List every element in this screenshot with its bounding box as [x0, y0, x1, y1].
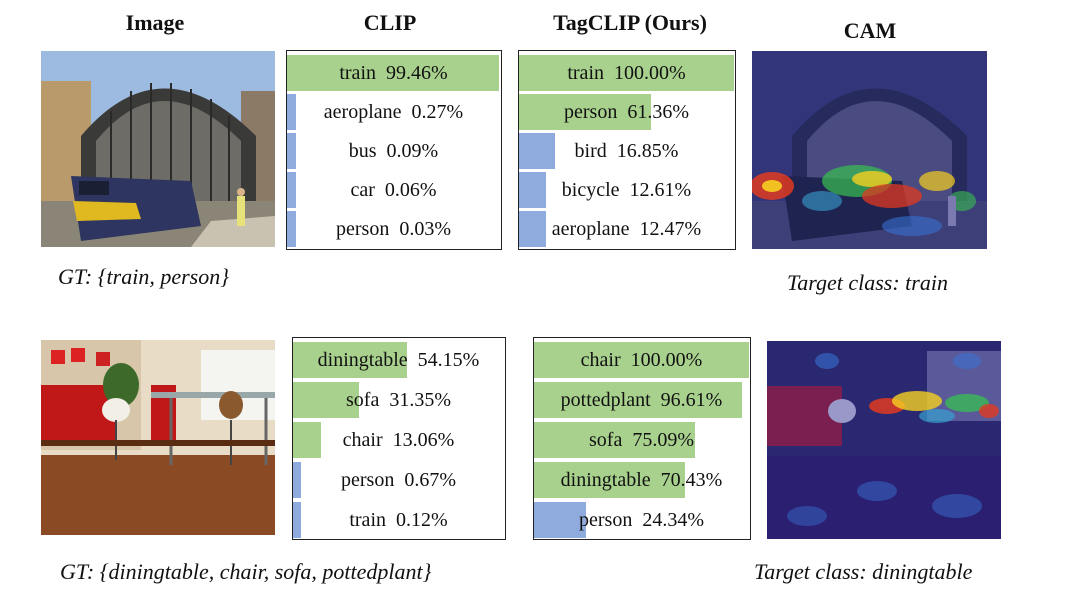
- clip-pred-row1-0: train 99.46%: [287, 55, 500, 91]
- clip-predictions-row1: train 99.46% aeroplane 0.27% bus 0.09% c…: [286, 50, 502, 250]
- pred-label: sofa 75.09%: [589, 428, 694, 451]
- cam-diningtable-heatmap: [767, 341, 1001, 539]
- pred-label: train 99.46%: [339, 61, 448, 84]
- tagclip-predictions-row1: train 100.00% person 61.36% bird 16.85% …: [518, 50, 736, 250]
- score-bar: [293, 462, 302, 498]
- score-bar: [287, 94, 296, 130]
- tagclip-pred-row2-3: diningtable 70.43%: [534, 462, 749, 498]
- score-bar: [287, 211, 296, 247]
- score-bar: [293, 422, 321, 458]
- pred-label: bird 16.85%: [574, 139, 679, 162]
- score-bar: [519, 172, 547, 208]
- clip-pred-row1-2: bus 0.09%: [287, 133, 500, 169]
- clip-pred-row2-4: train 0.12%: [293, 502, 504, 538]
- pred-label: chair 100.00%: [580, 348, 703, 371]
- tagclip-predictions-row2: chair 100.00% pottedplant 96.61% sofa 75…: [533, 337, 751, 540]
- header-image: Image: [125, 10, 185, 35]
- target-caption-row1: Target class: train: [787, 270, 948, 295]
- score-bar: [534, 342, 749, 378]
- pred-label: train 0.12%: [349, 508, 448, 531]
- tagclip-pred-row2-1: pottedplant 96.61%: [534, 382, 749, 418]
- score-bar: [287, 172, 296, 208]
- pred-label: chair 13.06%: [342, 428, 455, 451]
- clip-predictions-row2: diningtable 54.15% sofa 31.35% chair 13.…: [292, 337, 506, 540]
- train-station-image: [41, 51, 275, 247]
- pred-label: diningtable 70.43%: [560, 468, 723, 491]
- pred-label: diningtable 54.15%: [317, 348, 480, 371]
- pred-label: train 100.00%: [567, 61, 686, 84]
- pred-label: person 61.36%: [564, 100, 689, 123]
- score-bar: [287, 133, 296, 169]
- score-bar: [287, 55, 499, 91]
- tagclip-pred-row2-4: person 24.34%: [534, 502, 749, 538]
- pred-label: sofa 31.35%: [346, 388, 451, 411]
- target-caption-row2: Target class: diningtable: [754, 559, 973, 584]
- clip-pred-row2-1: sofa 31.35%: [293, 382, 504, 418]
- pred-label: aeroplane 12.47%: [551, 217, 702, 240]
- pred-label: person 24.34%: [579, 508, 704, 531]
- score-bar: [519, 133, 556, 169]
- pred-label: aeroplane 0.27%: [323, 100, 464, 123]
- pred-label: person 0.03%: [336, 217, 451, 240]
- score-bar: [534, 382, 742, 418]
- tagclip-pred-row1-3: bicycle 12.61%: [519, 172, 734, 208]
- tagclip-pred-row1-1: person 61.36%: [519, 94, 734, 130]
- score-bar: [534, 422, 696, 458]
- pred-label: pottedplant 96.61%: [560, 388, 723, 411]
- pred-label: person 0.67%: [341, 468, 456, 491]
- score-bar: [534, 502, 587, 538]
- clip-pred-row1-4: person 0.03%: [287, 211, 500, 247]
- score-bar: [519, 94, 651, 130]
- clip-pred-row2-0: diningtable 54.15%: [293, 342, 504, 378]
- pred-label: car 0.06%: [350, 178, 437, 201]
- score-bar: [534, 462, 686, 498]
- tagclip-pred-row1-4: aeroplane 12.47%: [519, 211, 734, 247]
- pred-label: bicycle 12.61%: [561, 178, 692, 201]
- header-tagclip: TagCLIP (Ours): [553, 10, 707, 35]
- clip-pred-row1-1: aeroplane 0.27%: [287, 94, 500, 130]
- header-cam: CAM: [843, 18, 897, 43]
- score-bar: [293, 502, 302, 538]
- score-bar: [293, 342, 408, 378]
- gt-caption-row2: GT: {diningtable, chair, sofa, pottedpla…: [60, 559, 432, 584]
- cam-train-heatmap: [752, 51, 987, 249]
- tagclip-pred-row2-0: chair 100.00%: [534, 342, 749, 378]
- tagclip-pred-row1-2: bird 16.85%: [519, 133, 734, 169]
- clip-pred-row2-2: chair 13.06%: [293, 422, 504, 458]
- header-clip: CLIP: [363, 10, 417, 35]
- clip-pred-row1-3: car 0.06%: [287, 172, 500, 208]
- clip-pred-row2-3: person 0.67%: [293, 462, 504, 498]
- score-bar: [519, 55, 734, 91]
- dining-room-image: [41, 340, 275, 535]
- tagclip-pred-row2-2: sofa 75.09%: [534, 422, 749, 458]
- score-bar: [519, 211, 546, 247]
- tagclip-pred-row1-0: train 100.00%: [519, 55, 734, 91]
- pred-label: bus 0.09%: [348, 139, 439, 162]
- gt-caption-row1: GT: {train, person}: [58, 264, 230, 289]
- score-bar: [293, 382, 360, 418]
